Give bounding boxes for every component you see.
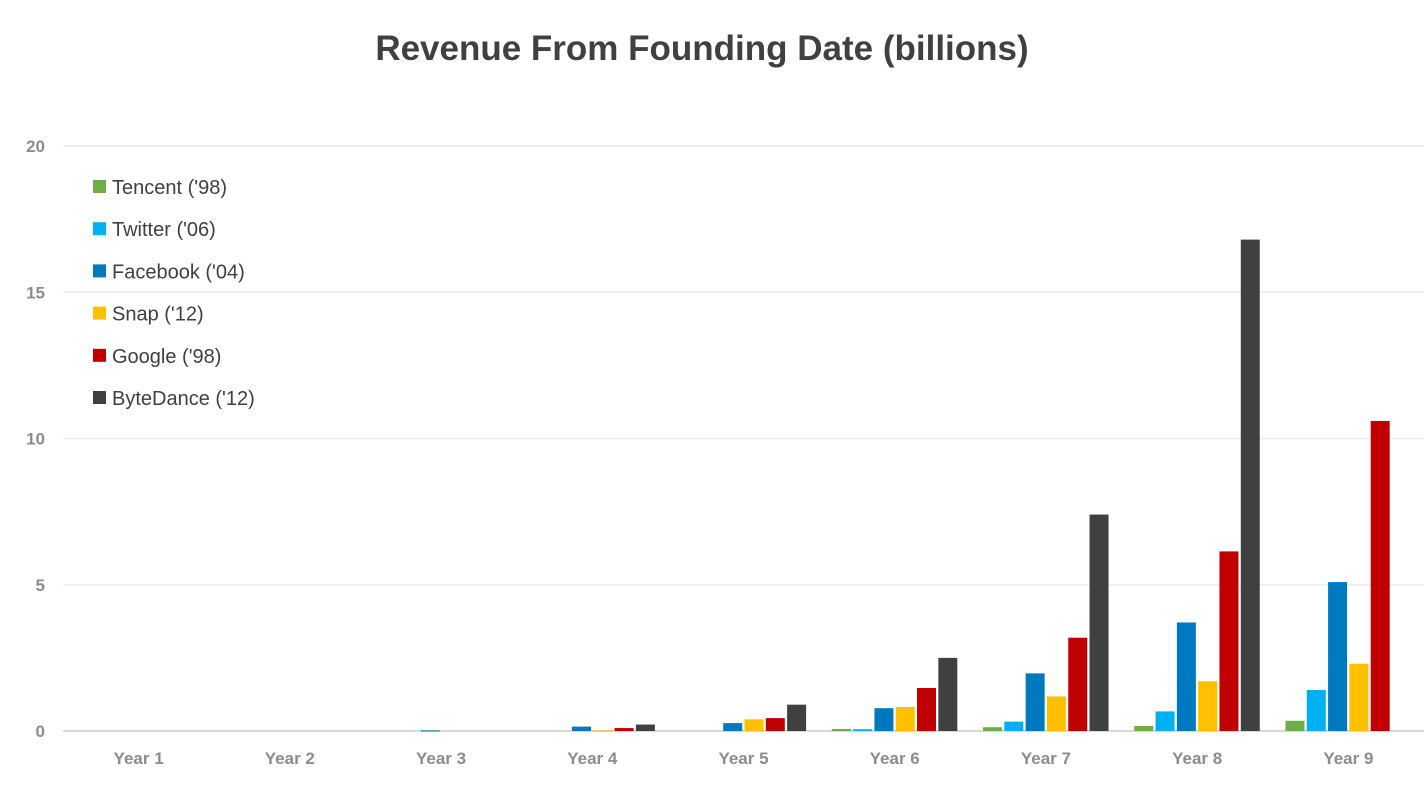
bar-bytedance-year-6 — [938, 657, 958, 731]
bar-bytedance-year-8 — [1240, 239, 1260, 731]
chart-title: Revenue From Founding Date (billions) — [375, 29, 1028, 68]
bar-bytedance-year-5 — [787, 704, 807, 731]
x-tick-label: Year 3 — [416, 749, 466, 768]
legend-item: Facebook ('04) — [93, 261, 245, 283]
y-tick-label: 15 — [26, 283, 45, 302]
legend-label: Facebook ('04) — [112, 261, 245, 283]
y-tick-label: 0 — [36, 722, 45, 741]
legend-item: ByteDance ('12) — [93, 388, 255, 410]
x-axis-ticks: Year 1 Year 2 Year 3 Year 4 Year 5 Year 6 Year… — [114, 749, 1374, 768]
bar-facebook-year-8 — [1176, 622, 1196, 731]
bar-facebook-year-3 — [420, 730, 440, 732]
bar-tencent-year-8 — [1134, 726, 1154, 731]
x-tick-label: Year 5 — [718, 749, 768, 768]
y-tick-label: 20 — [26, 137, 45, 156]
legend-item: Google ('98) — [93, 346, 221, 368]
bar-facebook-year-6 — [874, 708, 894, 731]
y-tick-label: 10 — [26, 430, 45, 449]
legend-swatch — [93, 264, 106, 278]
bar-google-year-7 — [1068, 637, 1088, 731]
legend-item: Snap ('12) — [93, 304, 204, 326]
legend-item: Tencent ('98) — [93, 177, 227, 199]
x-tick-label: Year 1 — [114, 749, 164, 768]
x-tick-label: Year 4 — [567, 749, 618, 768]
legend-swatch — [93, 306, 106, 320]
bar-twitter-year-6 — [853, 729, 873, 731]
bars — [420, 239, 1390, 732]
bar-tencent-year-9 — [1285, 720, 1305, 731]
bar-facebook-year-4 — [571, 726, 591, 731]
x-tick-label: Year 2 — [265, 749, 315, 768]
bar-snap-year-4 — [593, 730, 613, 732]
bar-bytedance-year-7 — [1089, 514, 1109, 731]
bar-google-year-8 — [1219, 551, 1239, 731]
legend-label: ByteDance ('12) — [112, 388, 255, 410]
bar-twitter-year-9 — [1306, 690, 1326, 731]
legend-label: Google ('98) — [112, 346, 221, 368]
bar-snap-year-7 — [1046, 696, 1066, 731]
bar-google-year-9 — [1370, 420, 1390, 731]
bar-twitter-year-8 — [1155, 711, 1175, 731]
bar-google-year-5 — [765, 718, 785, 731]
legend-swatch — [93, 222, 106, 236]
bar-snap-year-5 — [744, 719, 764, 731]
bar-facebook-year-9 — [1328, 582, 1348, 731]
bar-snap-year-9 — [1349, 663, 1369, 731]
x-tick-label: Year 6 — [870, 749, 920, 768]
bar-bytedance-year-4 — [635, 724, 655, 731]
bar-facebook-year-5 — [723, 723, 743, 731]
legend-label: Twitter ('06) — [112, 219, 216, 241]
bar-snap-year-8 — [1198, 681, 1218, 731]
bar-google-year-4 — [614, 728, 634, 731]
x-tick-label: Year 9 — [1323, 749, 1373, 768]
bar-twitter-year-7 — [1004, 721, 1024, 731]
legend-label: Tencent ('98) — [112, 177, 227, 199]
bar-tencent-year-7 — [983, 727, 1003, 731]
legend-label: Snap ('12) — [112, 304, 204, 326]
legend: Tencent ('98) Twitter ('06) Facebook ('04)… — [93, 177, 255, 410]
legend-swatch — [93, 348, 106, 362]
x-tick-label: Year 8 — [1172, 749, 1222, 768]
gridlines — [63, 145, 1424, 732]
bar-google-year-6 — [917, 688, 937, 731]
bar-snap-year-6 — [895, 707, 915, 731]
y-axis-ticks: 0 5 10 15 20 — [26, 137, 45, 741]
bar-tencent-year-6 — [831, 728, 851, 731]
legend-item: Twitter ('06) — [93, 219, 216, 241]
y-tick-label: 5 — [36, 576, 45, 595]
legend-swatch — [93, 180, 106, 193]
legend-swatch — [93, 391, 106, 404]
bar-facebook-year-7 — [1025, 673, 1045, 731]
x-tick-label: Year 7 — [1021, 749, 1071, 768]
